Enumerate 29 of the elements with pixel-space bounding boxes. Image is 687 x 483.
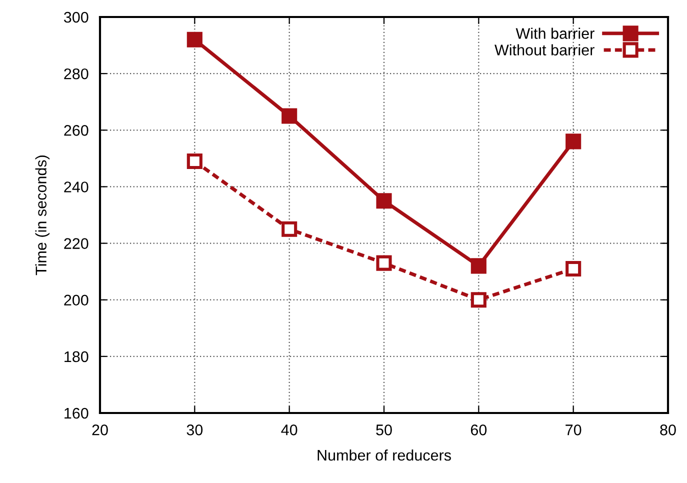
y-axis-title: Time (in seconds) xyxy=(35,156,50,276)
x-tick-label: 50 xyxy=(376,424,392,436)
x-tick-label: 70 xyxy=(566,424,582,436)
legend-label: With barrier xyxy=(516,28,594,39)
x-tick-label: 20 xyxy=(92,424,108,436)
point xyxy=(376,193,392,209)
y-tick-label: 220 xyxy=(64,238,88,249)
x-axis-title: Number of reducers xyxy=(318,449,451,461)
y-tick-label: 260 xyxy=(64,125,88,136)
y-tick-label: 280 xyxy=(64,68,88,80)
x-tick-label: 40 xyxy=(281,424,298,436)
point xyxy=(566,260,582,277)
point xyxy=(566,134,582,150)
point xyxy=(186,153,202,170)
y-tick-label: 300 xyxy=(64,12,88,23)
point xyxy=(282,221,298,237)
point xyxy=(376,255,392,271)
x-tick-label: 80 xyxy=(660,424,676,436)
point xyxy=(186,32,202,48)
point xyxy=(470,258,486,274)
x-tick-label: 30 xyxy=(186,424,203,436)
x-tick-label: 60 xyxy=(470,424,487,436)
point xyxy=(282,108,298,124)
point xyxy=(470,292,486,308)
y-tick-label: 160 xyxy=(64,408,88,419)
y-tick-label: 200 xyxy=(64,294,88,306)
y-tick-label: 180 xyxy=(64,351,88,362)
legend-label: Without barrier xyxy=(494,44,594,56)
y-tick-label: 240 xyxy=(64,182,88,192)
